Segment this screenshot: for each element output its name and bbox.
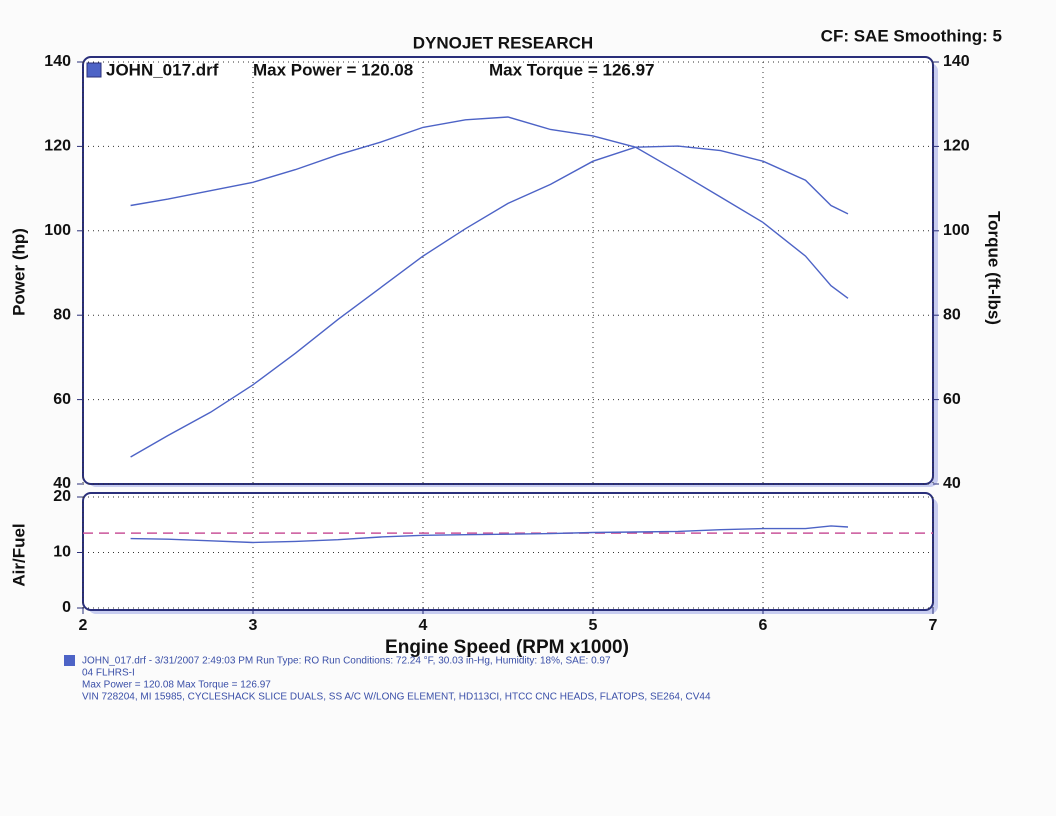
y-tick-label: 120 [44, 138, 71, 155]
series-line [130, 145, 849, 458]
y-tick-label: 10 [53, 544, 71, 561]
y2-axis-label: Torque (ft-lbs) [985, 211, 1004, 325]
y2-tick-label: 60 [943, 391, 961, 408]
y2-tick-label: 140 [943, 53, 970, 70]
plot-frame [82, 492, 934, 611]
y-axis-label: Air/Fuel [9, 523, 28, 586]
plot-frame [82, 56, 934, 485]
y2-tick-label: 100 [943, 222, 970, 239]
x-tick-label: 6 [759, 617, 768, 634]
chart-title: DYNOJET RESEARCH [413, 33, 593, 52]
x-tick-label: 3 [249, 617, 258, 634]
y-tick-label: 0 [62, 599, 71, 616]
x-tick-label: 5 [589, 617, 598, 634]
footer-icon [64, 655, 75, 666]
legend-file: JOHN_017.drf [106, 60, 219, 79]
series-line [130, 525, 849, 544]
legend-icon [86, 62, 102, 78]
legend-torque: Max Torque = 126.97 [489, 60, 655, 79]
y-tick-label: 40 [53, 475, 71, 492]
y2-tick-label: 120 [943, 138, 970, 155]
x-tick-label: 7 [929, 617, 938, 634]
footer-line: JOHN_017.drf - 3/31/2007 2:49:03 PM Run … [82, 656, 611, 667]
footer-line: Max Power = 120.08 Max Torque = 126.97 [82, 680, 271, 691]
x-tick-label: 2 [79, 617, 88, 634]
x-tick-label: 4 [419, 617, 428, 634]
y-tick-label: 140 [44, 53, 71, 70]
series-line [130, 116, 849, 299]
y-tick-label: 60 [53, 391, 71, 408]
footer-line: VIN 728204, MI 15985, CYCLESHACK SLICE D… [82, 692, 711, 703]
y2-tick-label: 80 [943, 306, 961, 323]
y-axis-label: Power (hp) [9, 228, 28, 316]
y-tick-label: 100 [44, 222, 71, 239]
y-tick-label: 20 [53, 488, 71, 505]
y-tick-label: 80 [53, 306, 71, 323]
footer-line: 04 FLHRS-I [82, 668, 135, 679]
y2-tick-label: 40 [943, 475, 961, 492]
legend-power: Max Power = 120.08 [253, 60, 413, 79]
chart-subtitle: CF: SAE Smoothing: 5 [821, 26, 1002, 45]
x-axis-label: Engine Speed (RPM x1000) [385, 637, 629, 658]
